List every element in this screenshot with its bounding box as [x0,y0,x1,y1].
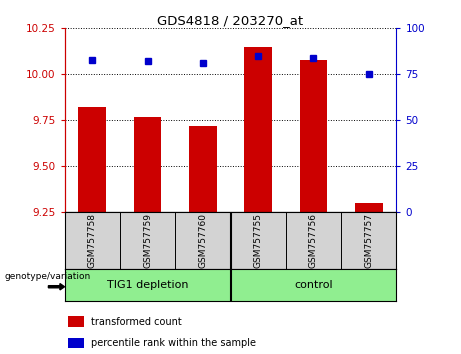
Text: genotype/variation: genotype/variation [5,272,91,281]
Text: GSM757760: GSM757760 [198,213,207,268]
Text: percentile rank within the sample: percentile rank within the sample [91,338,256,348]
Text: GSM757756: GSM757756 [309,213,318,268]
Text: GSM757758: GSM757758 [88,213,97,268]
Bar [244,47,272,212]
Text: GSM757755: GSM757755 [254,213,263,268]
Bar [68,338,84,348]
Text: control: control [294,280,333,290]
Bar [78,108,106,212]
Bar [189,126,217,212]
Text: GSM757757: GSM757757 [364,213,373,268]
Bar [355,203,383,212]
Text: transformed count: transformed count [91,316,182,327]
Text: GSM757759: GSM757759 [143,213,152,268]
Bar [68,316,84,327]
Bar [134,117,161,212]
Text: TIG1 depletion: TIG1 depletion [107,280,188,290]
Bar [300,59,327,212]
Title: GDS4818 / 203270_at: GDS4818 / 203270_at [158,14,303,27]
